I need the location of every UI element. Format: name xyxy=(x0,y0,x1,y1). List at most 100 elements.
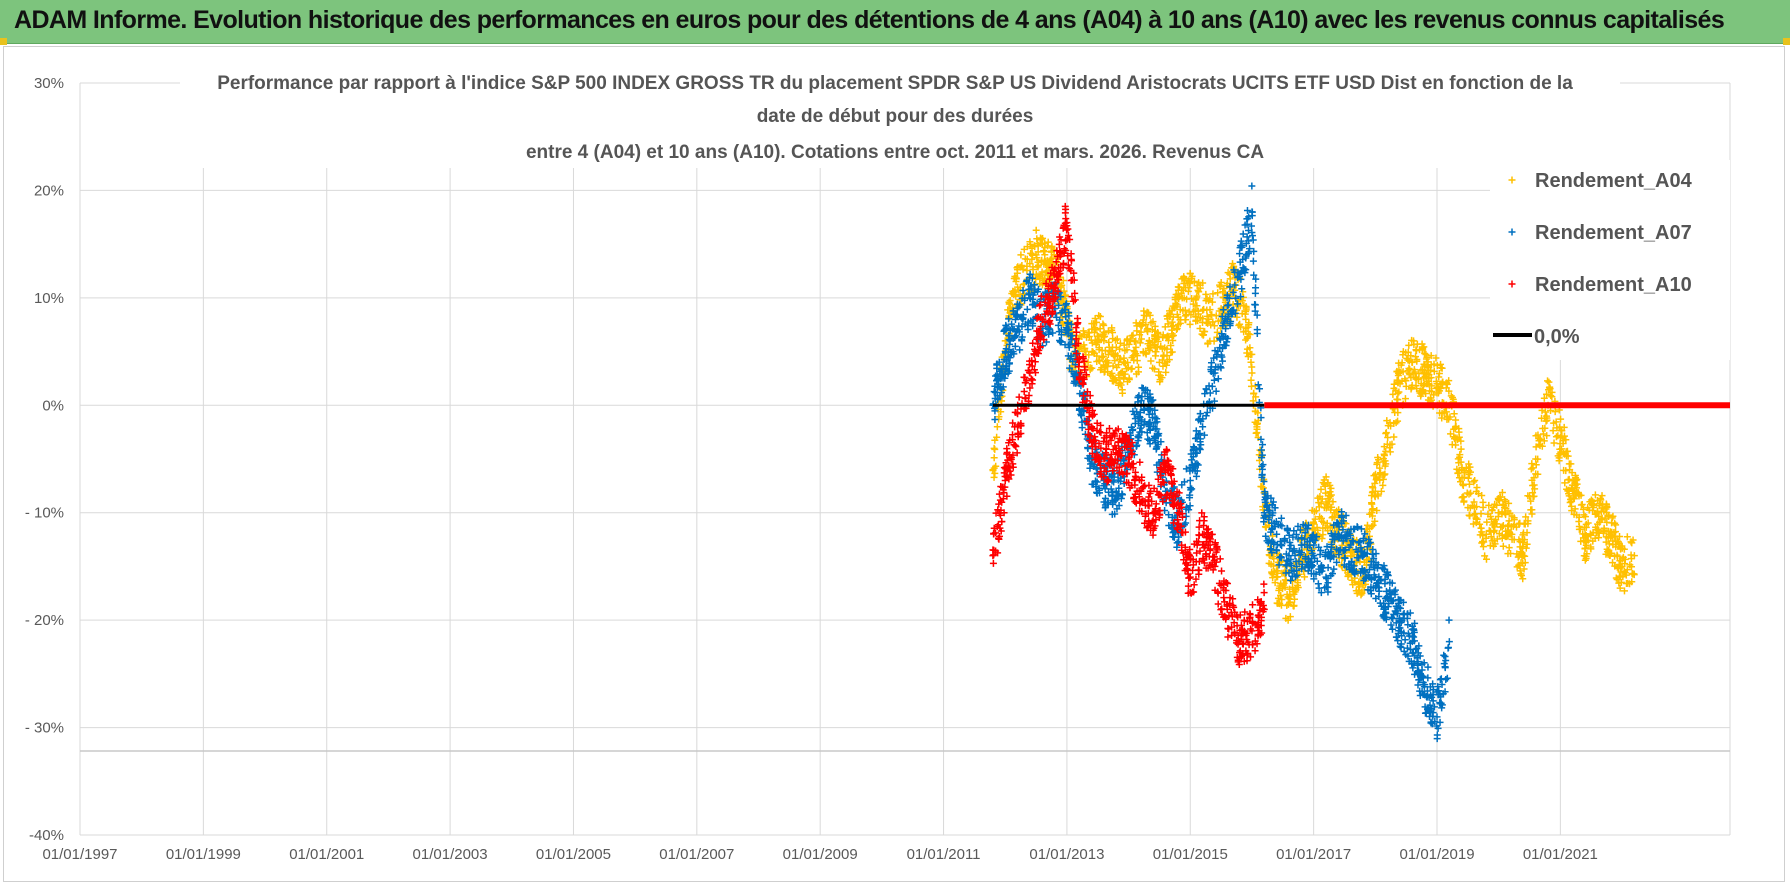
data-point xyxy=(1547,392,1555,400)
data-point xyxy=(1386,578,1394,586)
data-point xyxy=(1109,491,1117,499)
data-point xyxy=(1433,362,1441,370)
legend-marker xyxy=(1508,176,1516,184)
data-point xyxy=(1333,519,1341,527)
data-point xyxy=(1099,320,1107,328)
data-point xyxy=(1192,472,1200,480)
data-point xyxy=(1009,325,1017,333)
data-point xyxy=(1054,287,1062,295)
data-point xyxy=(1081,366,1089,374)
data-point xyxy=(1023,262,1031,270)
data-point xyxy=(1262,513,1270,521)
legend-marker xyxy=(1508,280,1516,288)
data-point xyxy=(1178,286,1186,294)
data-point xyxy=(1008,320,1016,328)
x-tick-labels: 01/01/1997 01/01/1999 01/01/2001 01/01/2003… xyxy=(42,846,1597,863)
data-point xyxy=(1607,532,1615,540)
data-point xyxy=(1338,541,1346,549)
data-point xyxy=(1173,325,1181,333)
data-point xyxy=(1243,233,1251,241)
data-point xyxy=(1199,554,1207,562)
data-point xyxy=(1382,610,1390,618)
data-point xyxy=(1005,315,1013,323)
data-point xyxy=(1498,534,1506,542)
data-point xyxy=(1428,720,1436,728)
data-point xyxy=(1230,619,1238,627)
data-point xyxy=(1144,325,1152,333)
data-point xyxy=(1481,552,1489,560)
data-point xyxy=(1207,359,1215,367)
data-point xyxy=(1436,409,1444,417)
data-point xyxy=(1410,633,1418,641)
data-point xyxy=(1389,615,1397,623)
data-point xyxy=(1460,467,1468,475)
data-point xyxy=(1036,302,1044,310)
data-point xyxy=(1033,314,1041,322)
data-point xyxy=(1192,449,1200,457)
data-point xyxy=(1231,268,1239,276)
data-point xyxy=(1064,330,1072,338)
data-point xyxy=(1241,269,1249,277)
data-point xyxy=(1550,439,1558,447)
data-point xyxy=(1243,215,1251,223)
data-point xyxy=(1349,581,1357,589)
data-point xyxy=(1230,628,1238,636)
data-point xyxy=(1603,518,1611,526)
data-point xyxy=(1157,465,1165,473)
data-point xyxy=(1565,492,1573,500)
data-point xyxy=(1581,545,1589,553)
data-point xyxy=(1289,533,1297,541)
data-point xyxy=(1628,578,1636,586)
data-point xyxy=(1423,693,1431,701)
data-point xyxy=(1196,324,1204,332)
data-point xyxy=(1596,518,1604,526)
data-point xyxy=(1006,467,1014,475)
data-point xyxy=(1383,594,1391,602)
data-point xyxy=(1121,462,1129,470)
data-point xyxy=(1472,488,1480,496)
data-point xyxy=(1190,443,1198,451)
data-point xyxy=(995,490,1003,498)
data-point xyxy=(1167,342,1175,350)
data-point xyxy=(1145,502,1153,510)
data-point xyxy=(1560,466,1568,474)
data-point xyxy=(1093,427,1101,435)
data-point xyxy=(1110,352,1118,360)
y-tick-labels: 30% 20% 10% 0% - 10% - 20% - 30% -40% xyxy=(25,75,64,844)
data-point xyxy=(1185,574,1193,582)
data-point xyxy=(1310,575,1318,583)
data-point xyxy=(1508,530,1516,538)
data-point xyxy=(1496,493,1504,501)
data-point xyxy=(1617,545,1625,553)
data-point xyxy=(1205,382,1213,390)
data-point xyxy=(1331,536,1339,544)
data-point xyxy=(1254,381,1262,389)
data-point xyxy=(1088,424,1096,432)
data-point xyxy=(1404,652,1412,660)
data-point xyxy=(1420,683,1428,691)
data-point xyxy=(1006,436,1014,444)
data-point xyxy=(1420,343,1428,351)
data-point xyxy=(1521,552,1529,560)
data-point xyxy=(1410,341,1418,349)
data-point xyxy=(1186,556,1194,564)
data-point xyxy=(1379,481,1387,489)
data-point xyxy=(1009,307,1017,315)
data-point xyxy=(1294,522,1302,530)
data-point xyxy=(1279,585,1287,593)
data-point xyxy=(1612,528,1620,536)
data-point xyxy=(1249,640,1256,648)
data-point xyxy=(1044,238,1052,246)
data-point xyxy=(1415,676,1423,684)
data-point xyxy=(1206,295,1214,303)
data-point xyxy=(1116,379,1124,387)
data-point xyxy=(1465,480,1473,488)
data-point xyxy=(1616,584,1624,592)
data-point xyxy=(1468,502,1476,510)
data-point xyxy=(1193,292,1201,300)
data-point xyxy=(1097,421,1105,429)
data-point xyxy=(1237,323,1245,331)
data-point xyxy=(1219,306,1227,314)
data-point xyxy=(1070,276,1078,284)
data-point xyxy=(995,413,1003,421)
